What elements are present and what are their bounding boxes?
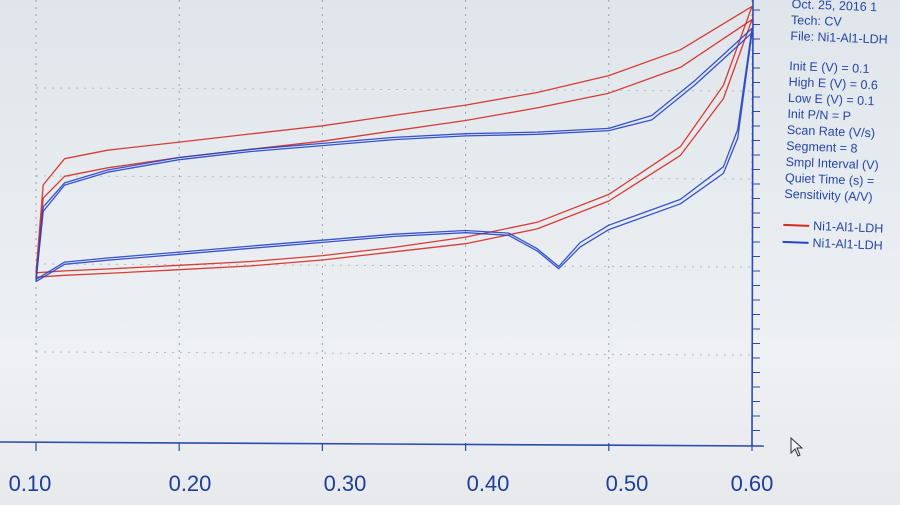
cv-loop [35,27,753,280]
cv-loop [35,32,753,283]
axes [0,0,765,451]
x-tick-label: 0.40 [467,471,510,496]
x-tick-labels: 0.10 0.20 0.30 0.40 0.50 0.60 [9,471,774,496]
x-tick-label: 0.60 [731,471,774,496]
x-tick-label: 0.10 [9,471,52,496]
legend-swatch-blue [782,240,809,244]
grid-line-y [35,87,753,92]
grid-lines [35,0,753,440]
grid-line-y [35,351,753,356]
parameter-panel: Oct. 25, 2016 1 Tech: CV File: Ni1-Al1-L… [781,0,900,290]
legend-swatch-red [783,223,810,227]
x-tick-label: 0.20 [169,471,212,496]
x-tick-label: 0.50 [606,471,649,496]
mouse-pointer-icon [790,437,804,457]
x-axis-line [0,441,765,447]
x-tick-label: 0.30 [324,471,367,496]
cv-loop [35,18,753,278]
cv-loop [35,5,753,274]
series-layer [35,5,753,283]
series-blue [35,27,753,283]
y-axis-line [751,0,754,447]
legend-entry-blue: Ni1-Al1-LDH [782,233,891,254]
